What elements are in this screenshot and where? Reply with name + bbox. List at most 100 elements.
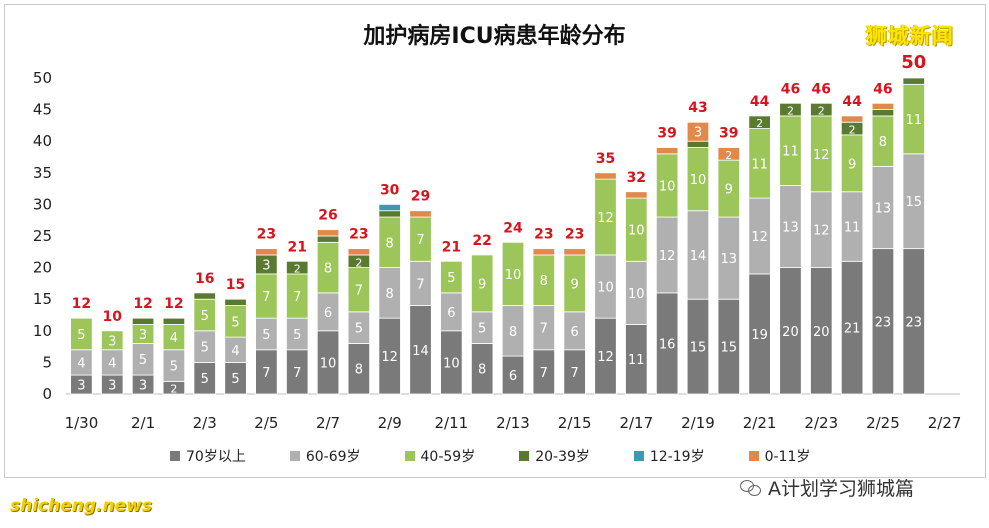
segment-value-label: 3 [108,334,116,349]
segment-value-label: 9 [848,157,856,172]
chart-legend: 70岁以上 60-69岁 40-59岁 20-39岁 12-19岁 0-11岁 [170,446,854,466]
bar-segment [748,115,771,129]
bar-segment [871,102,895,110]
total-value-label: 39 [719,126,738,142]
segment-value-label: 7 [571,366,579,381]
bar-segment [101,330,124,351]
segment-value-label: 12 [751,230,768,245]
total-value-label: 15 [226,277,245,293]
total-value-label: 44 [842,94,862,110]
bar-segment [316,229,340,237]
segment-value-label: 7 [416,277,424,292]
bar-segment [717,147,740,161]
total-value-label: 32 [627,170,646,186]
segment-value-label: 4 [231,344,239,359]
segment-value-label: 3 [108,379,116,394]
total-value-label: 50 [901,52,926,73]
segment-value-label: 9 [478,277,486,292]
segment-value-label: 2 [294,263,301,276]
segment-value-label: 5 [77,328,85,343]
total-value-label: 29 [411,189,430,205]
segment-value-label: 3 [77,379,85,394]
segment-value-label: 2 [355,256,362,269]
x-tick-label: 2/5 [254,414,278,432]
bar-segment [840,115,864,123]
total-value-label: 10 [102,309,122,325]
segment-value-label: 5 [231,315,239,330]
legend-swatch [289,451,300,461]
segment-value-label: 3 [139,379,147,394]
total-value-label: 12 [133,296,152,312]
segment-value-label: 12 [597,211,614,226]
y-tick-label: 20 [33,259,52,277]
bar-segment [70,317,93,351]
legend-swatch [170,451,180,461]
y-tick-label: 5 [42,353,52,371]
segment-value-label: 3 [694,126,702,141]
segment-value-label: 14 [412,344,429,359]
segment-value-label: 2 [849,124,856,137]
legend-label: 40-59岁 [420,449,476,465]
segment-value-label: 7 [293,366,301,381]
segment-value-label: 4 [108,356,116,371]
segment-value-label: 10 [505,268,522,283]
legend-item: 0-11岁 [748,446,810,466]
segment-value-label: 7 [293,290,301,305]
total-value-label: 46 [781,81,800,97]
segment-value-label: 7 [262,366,270,381]
segment-value-label: 16 [659,337,676,352]
segment-value-label: 5 [201,372,209,387]
bar-segment [625,191,648,199]
segment-value-label: 12 [597,350,614,365]
y-tick-label: 50 [33,69,52,87]
segment-value-label: 11 [751,157,768,172]
legend-label: 60-69岁 [305,449,361,465]
segment-value-label: 2 [756,117,763,130]
x-tick-label: 2/3 [193,414,217,432]
x-tick-label: 2/27 [928,414,962,432]
segment-value-label: 5 [231,372,239,387]
bar-segment [810,102,833,117]
total-value-label: 21 [442,239,461,255]
x-tick-label: 2/17 [619,414,653,432]
y-tick-label: 25 [33,227,52,245]
segment-value-label: 5 [139,353,147,368]
x-tick-label: 2/1 [131,414,155,432]
segment-value-label: 15 [690,341,707,356]
x-tick-label: 2/13 [496,414,530,432]
segment-value-label: 4 [170,331,178,346]
bar-segment [501,241,525,306]
segment-value-label: 2 [818,105,825,118]
segment-value-label: 11 [844,221,861,236]
segment-value-label: 5 [447,271,455,286]
segment-value-label: 10 [659,179,676,194]
bar-segment [686,140,710,148]
bar-segment [378,210,401,218]
segment-value-label: 7 [262,290,270,305]
total-value-label: 39 [657,126,676,142]
segment-value-label: 8 [540,274,548,289]
segment-value-label: 5 [478,322,486,337]
bar-segment [779,102,802,117]
bar-segment [409,210,432,218]
total-value-label: 23 [349,227,368,243]
segment-value-label: 23 [905,315,922,330]
legend-label: 70岁以上 [186,449,246,465]
segment-value-label: 4 [77,356,85,371]
segment-value-label: 5 [201,309,209,324]
legend-label: 12-19岁 [649,449,705,465]
segment-value-label: 5 [293,328,301,343]
segment-value-label: 10 [690,173,707,188]
segment-value-label: 11 [782,145,799,160]
segment-value-label: 13 [721,252,738,267]
segment-value-label: 11 [628,353,645,368]
total-value-label: 23 [534,227,553,243]
segment-value-label: 6 [324,306,332,321]
total-value-label: 21 [287,239,306,255]
y-tick-label: 0 [42,385,52,403]
bar-segment [286,260,309,275]
segment-value-label: 12 [813,148,830,163]
total-value-label: 43 [688,100,707,116]
brand-logo-text: 狮城新闻 [866,24,954,48]
